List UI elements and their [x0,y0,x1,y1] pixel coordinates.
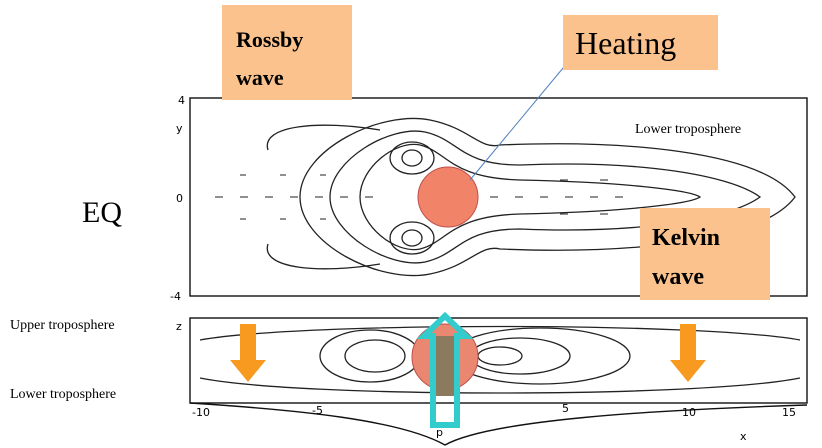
kelvin-label: Kelvin [652,225,720,251]
heating-label: Heating [575,25,676,61]
layer-label: Lower troposphere [635,122,741,137]
x-tick-label: 10 [682,406,696,419]
bottom-contours [200,327,800,394]
layer-label: Lower troposphere [10,387,116,402]
axis-label: y [176,122,183,135]
axis-label: z [176,320,182,333]
heating-circle [418,167,478,227]
layer-label: Upper troposphere [10,318,115,333]
equator-label: EQ [82,196,122,229]
x-tick-label: 15 [782,406,796,419]
x-tick-label: 5 [562,402,569,415]
x-tick-label: -5 [312,404,323,417]
downdraft-arrow-right [670,324,706,382]
y-tick-label: 4 [178,94,185,107]
pressure-curve [190,403,807,445]
updraft-core [433,336,457,396]
axis-label: p [436,426,443,439]
axis-label: x [740,430,747,443]
x-tick-label: -10 [192,406,210,419]
y-tick-label: 0 [176,192,183,205]
rossby-label: wave [236,65,284,90]
y-tick-label: -4 [170,290,181,303]
kelvin-label: wave [652,264,704,290]
rossby-label: Rossby [236,27,303,52]
diagram: Rossby wave Heating Kelvin wave EQ Lower… [0,0,822,448]
heating-pointer [470,50,578,180]
